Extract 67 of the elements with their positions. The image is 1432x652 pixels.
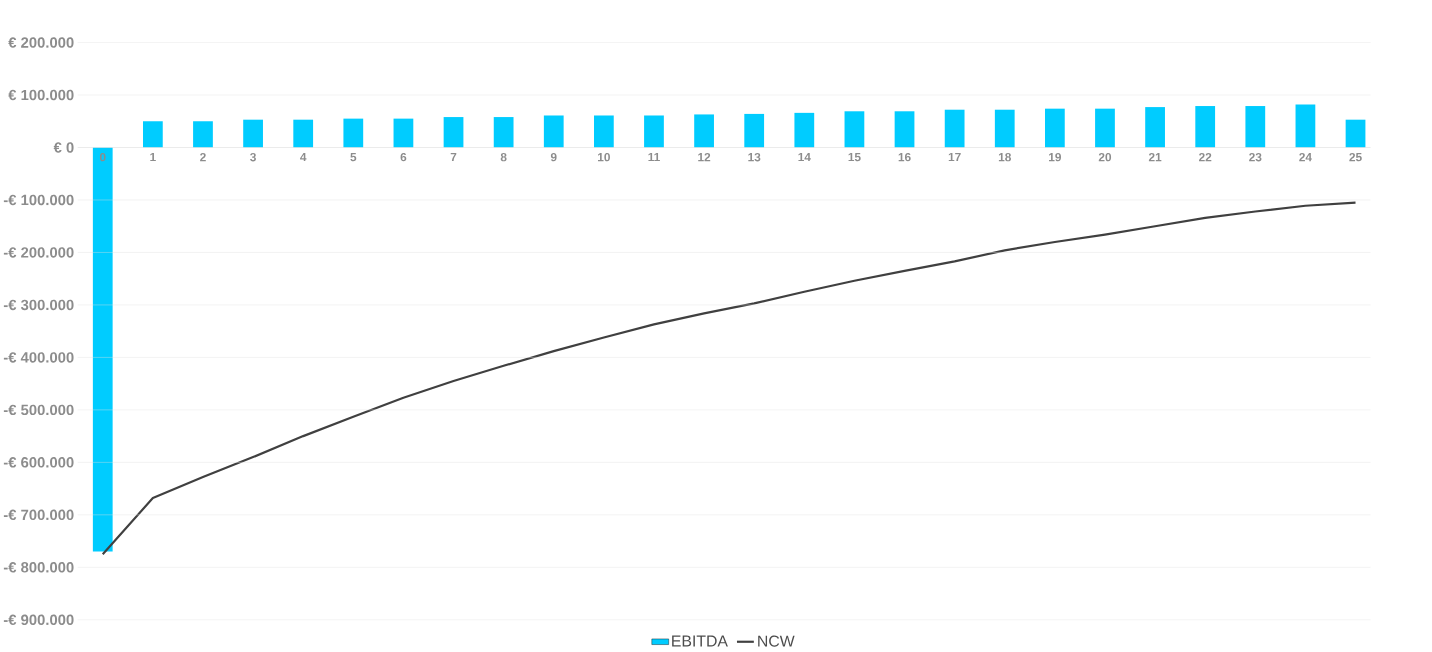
bar bbox=[1044, 108, 1065, 148]
x-tick-label: 2 bbox=[200, 152, 206, 162]
bar bbox=[343, 118, 364, 148]
bar bbox=[1345, 119, 1366, 148]
legend-label: EBITDA bbox=[672, 635, 728, 647]
bar bbox=[593, 115, 614, 148]
y-tick-label: € 100.000 bbox=[8, 89, 74, 101]
bar bbox=[193, 121, 213, 148]
x-tick-label: 21 bbox=[1148, 152, 1162, 162]
x-tick-label: 24 bbox=[1299, 152, 1312, 162]
y-tick-label: € 0 bbox=[53, 142, 74, 153]
legend-label: NCW bbox=[758, 635, 795, 647]
bar bbox=[1245, 106, 1266, 148]
x-tick-label: 20 bbox=[1098, 152, 1112, 162]
x-tick-label: 8 bbox=[500, 152, 507, 162]
y-tick-label: -€ 800.000 bbox=[3, 562, 74, 573]
bar bbox=[142, 121, 163, 148]
bar bbox=[1095, 108, 1115, 148]
bar bbox=[1295, 104, 1316, 148]
bar bbox=[543, 115, 564, 148]
x-tick-label: 1 bbox=[150, 152, 156, 162]
y-tick-label: -€ 700.000 bbox=[3, 509, 74, 521]
x-tick-label: 13 bbox=[748, 152, 761, 162]
y-tick-label: -€ 100.000 bbox=[3, 194, 74, 206]
x-tick-label: 15 bbox=[848, 152, 861, 162]
bar bbox=[744, 113, 765, 148]
bar bbox=[894, 111, 915, 148]
bar bbox=[393, 118, 414, 148]
bar bbox=[1145, 107, 1165, 148]
x-tick-label: 25 bbox=[1349, 152, 1362, 162]
y-tick-label: -€ 500.000 bbox=[3, 404, 74, 416]
y-tick-label: -€ 200.000 bbox=[3, 247, 74, 258]
x-tick-label: 10 bbox=[598, 152, 610, 162]
x-tick-label: 19 bbox=[1049, 152, 1062, 162]
bar bbox=[92, 147, 113, 552]
x-tick-label: 3 bbox=[250, 152, 256, 162]
bar bbox=[844, 111, 865, 148]
bar bbox=[1195, 106, 1216, 148]
x-tick-label: 5 bbox=[350, 152, 357, 162]
y-tick-label: -€ 600.000 bbox=[3, 457, 74, 468]
x-tick-label: 17 bbox=[948, 152, 961, 162]
bar bbox=[443, 117, 464, 148]
x-tick-label: 7 bbox=[450, 152, 457, 162]
bar bbox=[994, 109, 1015, 148]
bar bbox=[243, 119, 263, 148]
bar bbox=[644, 115, 664, 148]
x-tick-label: 22 bbox=[1199, 152, 1212, 162]
line-series bbox=[101, 201, 1357, 556]
x-tick-label: 6 bbox=[400, 152, 407, 162]
bar bbox=[493, 117, 514, 148]
bar bbox=[794, 112, 815, 148]
x-tick-label: 0 bbox=[99, 152, 106, 162]
x-tick-label: 16 bbox=[898, 152, 911, 162]
y-tick-label: -€ 400.000 bbox=[3, 352, 74, 363]
bar bbox=[944, 109, 965, 148]
x-tick-label: 14 bbox=[798, 152, 811, 162]
x-tick-label: 12 bbox=[698, 152, 711, 162]
bar bbox=[293, 119, 314, 148]
y-tick-label: € 200.000 bbox=[8, 37, 74, 48]
x-tick-label: 23 bbox=[1249, 152, 1262, 162]
x-tick-label: 18 bbox=[998, 152, 1011, 162]
x-tick-label: 9 bbox=[550, 152, 557, 162]
y-tick-label: -€ 300.000 bbox=[3, 299, 74, 311]
x-tick-label: 4 bbox=[300, 152, 307, 162]
y-tick-label: -€ 900.000 bbox=[3, 614, 74, 626]
x-tick-label: 11 bbox=[648, 152, 660, 162]
bar bbox=[694, 114, 714, 148]
